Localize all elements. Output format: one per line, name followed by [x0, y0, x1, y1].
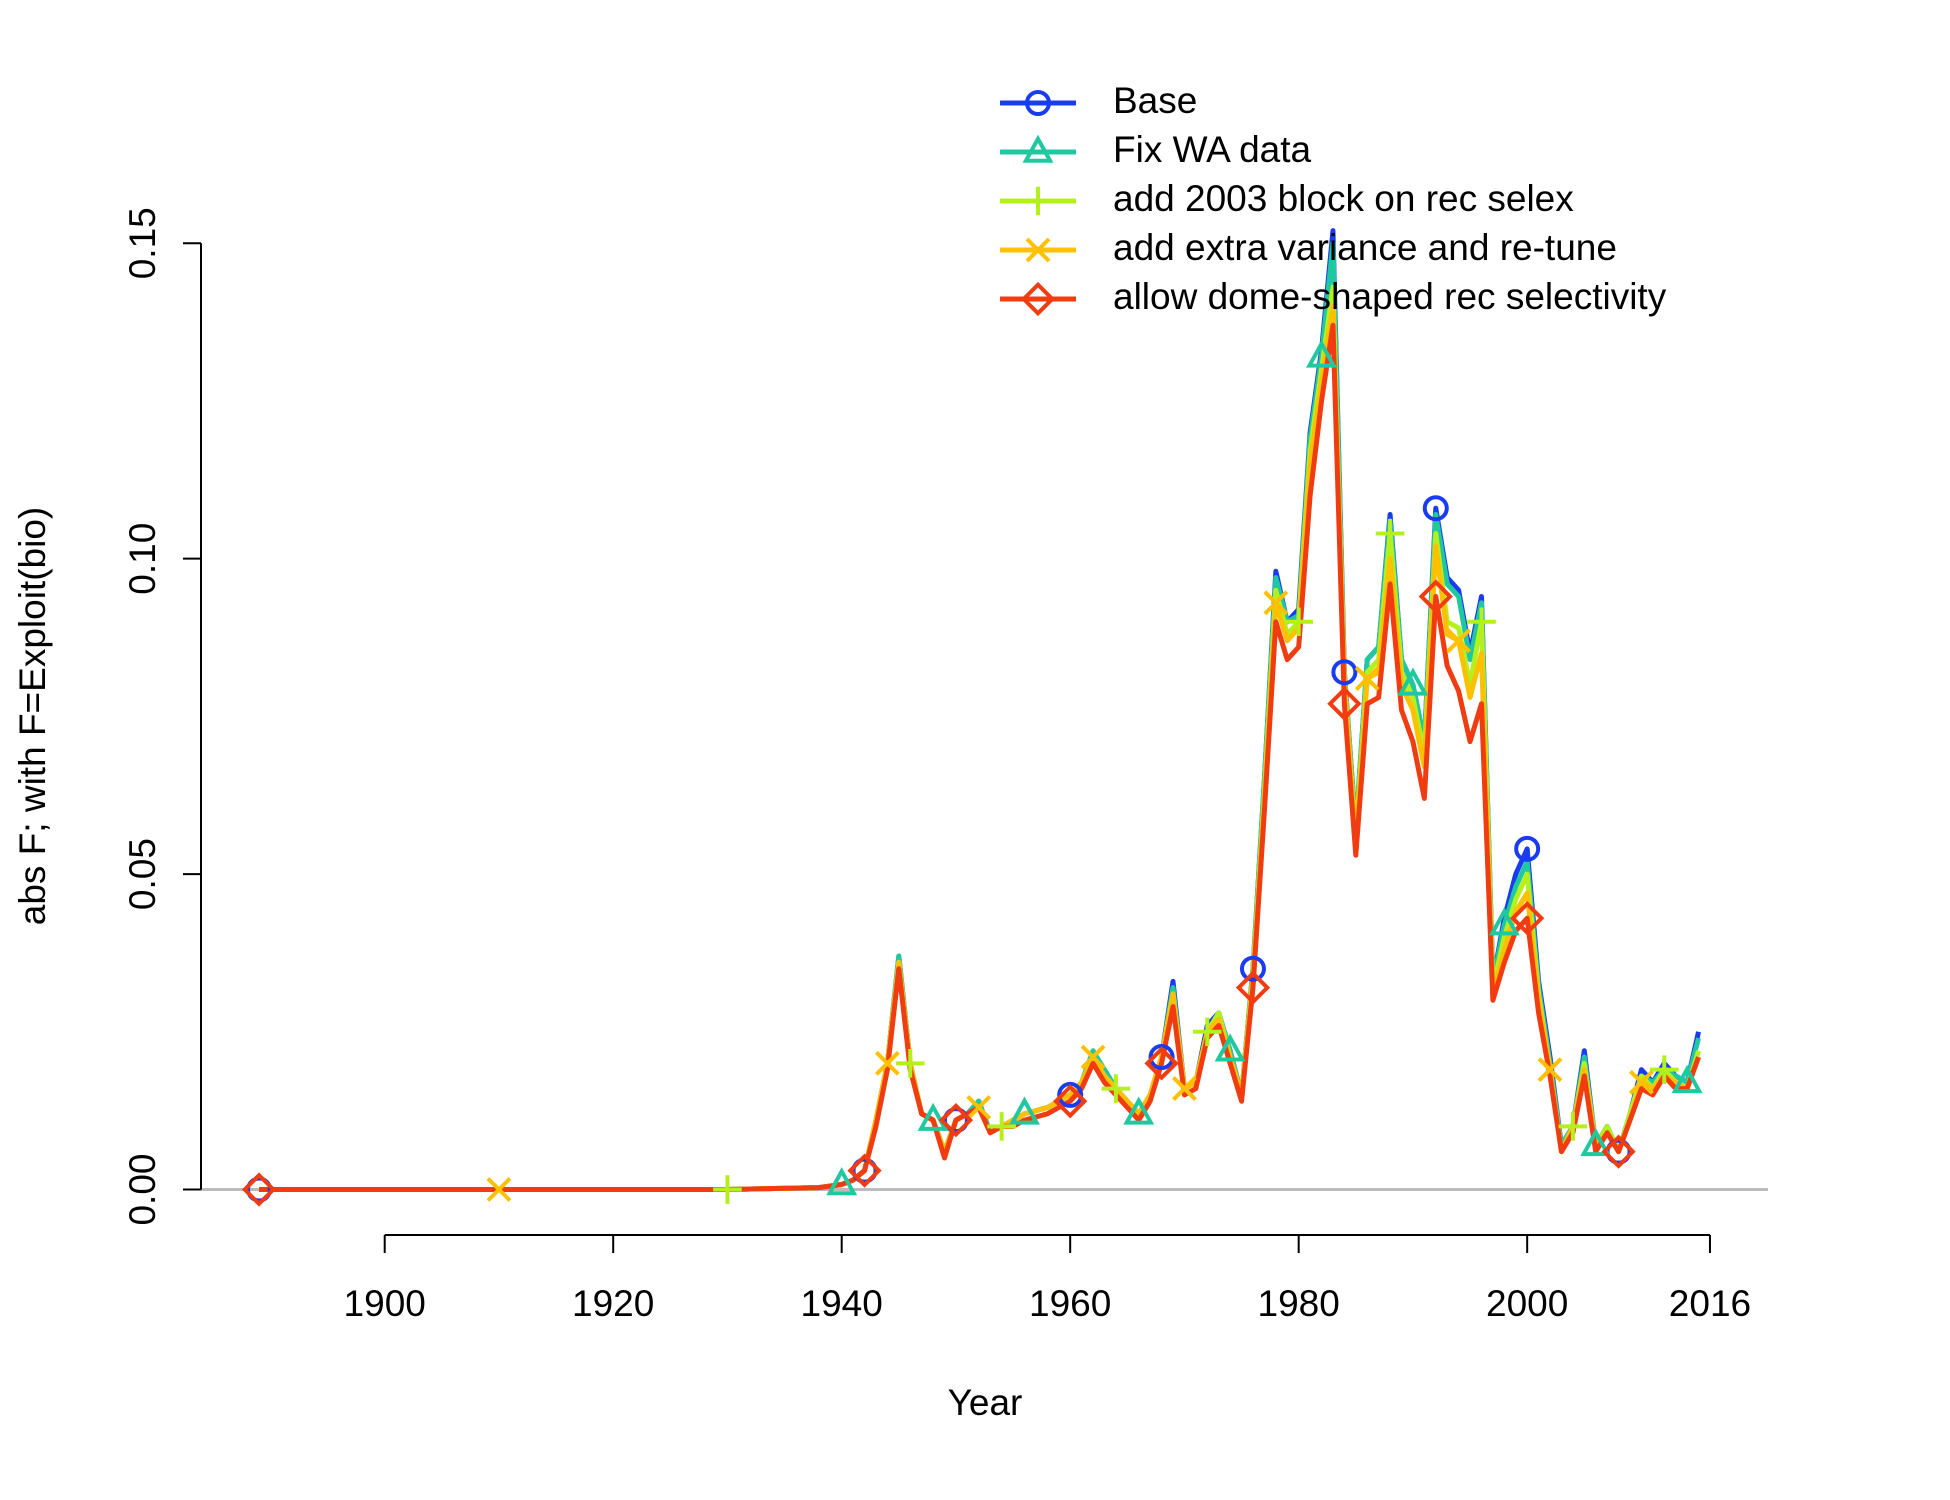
legend-marker	[1023, 186, 1053, 216]
series-marker	[1649, 1055, 1679, 1084]
series-marker	[917, 1102, 949, 1131]
series-marker	[1263, 590, 1289, 616]
legend-label: Fix WA data	[1113, 129, 1312, 170]
series-marker	[1354, 666, 1380, 691]
y-tick-label: 0.15	[122, 207, 163, 279]
series-marker	[1514, 835, 1541, 862]
x-tick-label: 1920	[572, 1283, 654, 1324]
series-marker	[1080, 1044, 1106, 1070]
x-axis-label: Year	[948, 1382, 1023, 1423]
series-marker	[1467, 607, 1496, 637]
y-tick-label: 0.05	[122, 838, 163, 910]
series-marker	[1144, 1046, 1179, 1081]
legend-label: Base	[1113, 80, 1197, 121]
x-tick-label: 1940	[801, 1283, 883, 1324]
y-axis-label: abs F; with F=Exploit(bio)	[12, 507, 53, 925]
legend-marker	[1020, 281, 1056, 317]
series-marker	[1601, 1134, 1636, 1169]
series-marker	[1327, 686, 1362, 721]
series-marker	[1172, 1076, 1197, 1101]
x-tick-label: 1900	[344, 1283, 426, 1324]
series-marker	[1214, 1033, 1246, 1062]
series-marker	[486, 1177, 512, 1202]
series-marker	[895, 1049, 925, 1078]
x-tick-label: 1980	[1258, 1283, 1340, 1324]
x-tick-label: 1960	[1029, 1283, 1111, 1324]
series-marker	[1422, 495, 1449, 522]
series-marker	[1239, 955, 1266, 982]
legend-marker	[1025, 237, 1051, 263]
series-marker	[1558, 1112, 1588, 1141]
series-marker	[826, 1167, 858, 1196]
series-marker	[1192, 1017, 1222, 1047]
series-marker	[1284, 607, 1313, 637]
series-marker	[938, 1103, 974, 1138]
series-marker	[1446, 628, 1472, 654]
y-tick-label: 0.00	[122, 1154, 163, 1226]
series-marker	[1397, 667, 1429, 696]
x-tick-label: 2016	[1669, 1283, 1751, 1324]
series-marker	[1235, 970, 1271, 1005]
series-marker	[1009, 1096, 1040, 1125]
legend-marker	[1025, 90, 1051, 116]
series-marker	[1488, 907, 1520, 936]
legend-label: add 2003 block on rec selex	[1113, 178, 1574, 219]
series-marker	[1375, 519, 1405, 548]
legend-marker	[1022, 134, 1054, 163]
legend-label: allow dome-shaped rec selectivity	[1113, 276, 1667, 317]
series-marker	[1331, 659, 1358, 686]
x-tick-label: 2000	[1486, 1283, 1568, 1324]
series-line	[259, 322, 1701, 1193]
series-marker	[1057, 1081, 1084, 1108]
series-marker	[847, 1153, 882, 1188]
series-marker	[1148, 1044, 1175, 1071]
series-marker	[1101, 1074, 1131, 1103]
series-marker	[1418, 579, 1453, 614]
series-marker	[1537, 1057, 1563, 1083]
legend-label: add extra variance and re-tune	[1113, 227, 1617, 268]
series-marker	[874, 1050, 900, 1076]
series-marker	[1580, 1128, 1612, 1157]
series-marker	[1629, 1069, 1654, 1095]
series-marker	[1123, 1096, 1155, 1125]
series-marker	[1671, 1064, 1703, 1094]
series-marker	[1306, 339, 1338, 368]
series-marker	[942, 1107, 969, 1134]
series-marker	[966, 1095, 992, 1120]
series-marker	[1053, 1084, 1088, 1119]
series-marker	[851, 1157, 878, 1184]
series-marker	[241, 1172, 277, 1207]
series-marker	[987, 1112, 1016, 1141]
series-marker	[1510, 901, 1545, 936]
series-marker	[246, 1176, 273, 1203]
y-tick-label: 0.10	[122, 523, 163, 595]
series-marker	[713, 1175, 742, 1204]
